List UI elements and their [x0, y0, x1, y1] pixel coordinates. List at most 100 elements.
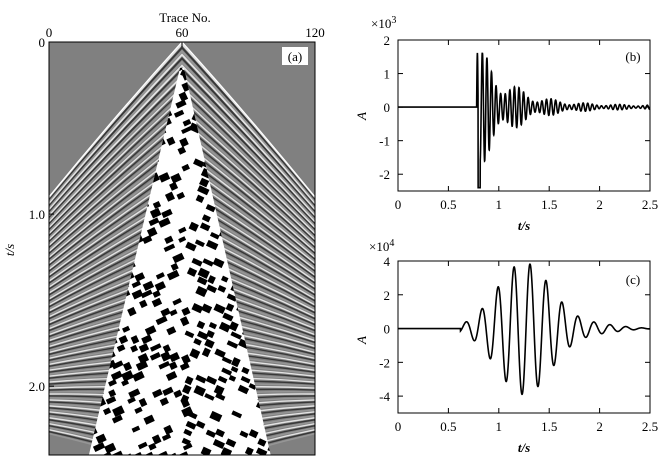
trace-x-tick-label: 1.5 [541, 197, 557, 212]
gather-cone-cell [134, 452, 144, 455]
gather-cone-cell [199, 222, 211, 232]
gather-cone-cell [134, 272, 146, 282]
gather-cone-cell [148, 442, 157, 451]
gather-cone-cell [195, 420, 206, 429]
gather-cone-cell [142, 280, 155, 291]
trace-b-frame [397, 39, 651, 192]
gather-cone-cell [176, 191, 185, 200]
gather-cone-cell [221, 367, 233, 376]
gather-cone-cell [184, 330, 195, 339]
trace-b-y-ticks: 2 1 0 -1 -2 [379, 33, 650, 182]
gather-cone-cell [188, 221, 199, 232]
gather-cone-cell [215, 428, 225, 438]
gather-cone-cell [181, 125, 193, 135]
gather-cone-cell [158, 172, 171, 183]
gather-cone-cell [202, 258, 214, 267]
gather-cone-cell [205, 429, 217, 438]
gather-cone-cell [181, 163, 190, 172]
gather-reflection-arc [49, 428, 315, 455]
gather-cone-cell [127, 396, 136, 404]
trace-y-tick-label: -1 [379, 134, 390, 149]
gather-cone-cell [226, 340, 239, 349]
trace-x-tick-label: 2.5 [642, 419, 658, 434]
gather-cone-cell [121, 370, 134, 382]
trace-x-tick-label: 2 [596, 419, 603, 434]
gather-cone-cell [148, 217, 160, 227]
trace-c-y-axis-label: A [354, 336, 369, 345]
gather-cone-cell [108, 379, 117, 387]
gather-x-ticks: 0 60 120 [46, 25, 325, 47]
gather-reflection-arc [49, 49, 315, 203]
gather-cone-cell [172, 298, 182, 306]
trace-x-tick-label: 0 [395, 197, 402, 212]
gather-cone-cell [139, 299, 148, 309]
trace-x-tick-label: 2.5 [642, 197, 658, 212]
gather-cone-cell [154, 281, 166, 292]
trace-c-scale-label: ×104 [369, 238, 394, 254]
gather-cone-cell [225, 303, 235, 312]
gather-cone-cell [182, 443, 193, 451]
trace-c-panel-label: (c) [626, 272, 640, 287]
gather-x-axis-label: Trace No. [159, 10, 211, 25]
gather-cone-cell [165, 371, 178, 381]
gather-cone-cell [200, 446, 212, 455]
gather-cone-cell [168, 361, 178, 370]
gather-cone-cell [244, 446, 254, 455]
trace-b-y-axis-label: A [354, 112, 369, 121]
gather-cone-cell [162, 386, 174, 396]
gather-cone-cell [214, 348, 226, 359]
gather-cone-cell [213, 303, 226, 315]
gather-cone-cell [230, 366, 239, 373]
gather-cone-cell [205, 375, 218, 385]
gather-cone-cell [178, 91, 189, 102]
gather-cone-cell [178, 236, 187, 243]
gather-reflection-arc [49, 430, 315, 455]
gather-reflection-arc [49, 64, 315, 211]
gather-cone-cell [248, 383, 257, 390]
gather-cone-cell [186, 267, 198, 277]
gather-x-tick-label: 0 [46, 25, 53, 40]
gather-cone-cell [212, 257, 225, 269]
gather-cone-cell [212, 439, 226, 450]
gather-cone-cell [205, 203, 216, 213]
gather-cone-cell [193, 338, 202, 346]
gather-cone-cell [137, 441, 148, 450]
gather-cone-cell [179, 137, 189, 148]
gather-cone-cell [137, 352, 150, 364]
gather-cone-cell [158, 360, 170, 370]
gather-cone-cell [145, 451, 155, 455]
gather-cone-cell [149, 351, 161, 361]
trace-y-tick-label: -2 [379, 355, 390, 370]
trace-c-frame [397, 260, 651, 414]
trace-y-tick-label: 0 [384, 322, 391, 337]
gather-cone-cell [204, 393, 215, 401]
gather-cone-cell [196, 320, 206, 330]
gather-reflection-arc [49, 426, 315, 455]
gather-x-tick-label: 60 [176, 25, 189, 40]
gather-cone-cell [195, 285, 208, 298]
gather-cone-cell [201, 214, 211, 223]
gather-cone-cell [194, 239, 205, 248]
gather-cone-cell [184, 375, 194, 386]
gather-cone-cell [92, 442, 106, 452]
gather-cone-cell [201, 303, 213, 314]
gather-cone-cell [169, 181, 179, 191]
trace-c-y-ticks: 4 2 0 -2 -4 [379, 254, 650, 404]
gather-cone-cell [122, 361, 133, 372]
gather-cone-cell [220, 447, 233, 455]
gather-cone-cell [143, 414, 155, 425]
gather-cone-cell [197, 267, 210, 279]
trace-c-x-axis-label: t/s [518, 440, 530, 455]
gather-cone-cell [181, 384, 192, 395]
gather-cone-cell [158, 217, 171, 228]
gather-cone-cell [186, 410, 198, 420]
gather-cone-cell [121, 379, 130, 387]
gather-cone-cell [152, 200, 162, 209]
gather-cone-cell [209, 231, 220, 240]
gather-cone-cell [187, 457, 200, 468]
gather-cone-cell [102, 451, 113, 455]
shot-gather-panel: Trace No. 0 60 120 0 1.0 2.0 t/s (a) [2, 10, 325, 468]
trace-c-scale-exponent: 4 [389, 238, 394, 249]
gather-cone-cell [142, 235, 153, 244]
gather-cone-cell [131, 280, 142, 289]
